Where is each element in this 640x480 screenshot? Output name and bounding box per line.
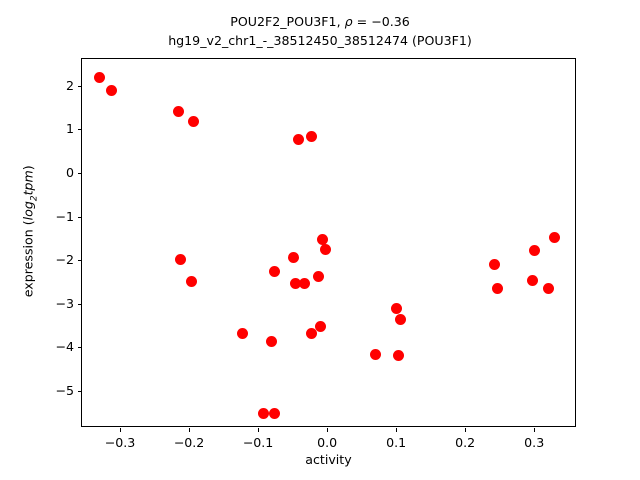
x-axis-tick [189, 428, 190, 432]
y-axis-tick [78, 85, 82, 87]
data-point [292, 133, 304, 145]
y-axis-tick [78, 303, 82, 305]
x-axis-tick-label: 0.2 [455, 435, 476, 450]
data-point [549, 232, 561, 244]
y-axis-tick [78, 129, 82, 131]
chart-title-line-1: POU2F2_POU3F1, ρ = −0.36 [230, 14, 410, 29]
data-point [369, 348, 381, 360]
data-point [186, 275, 198, 287]
data-point [269, 265, 281, 277]
y-axis-tick-label: 2 [65, 77, 74, 93]
data-point [315, 321, 327, 333]
data-point [289, 278, 301, 290]
y-axis-tick-label: −3 [55, 295, 74, 311]
y-axis-tick [78, 347, 82, 349]
x-axis-tick-label: −0.3 [104, 435, 136, 450]
chart-title: POU2F2_POU3F1, ρ = −0.36 hg19_v2_chr1_-_… [0, 12, 640, 50]
data-point [527, 274, 539, 286]
y-axis-tick-label: −5 [55, 382, 74, 398]
y-axis-tick-label: −4 [55, 339, 74, 355]
data-point [394, 313, 406, 325]
data-point [492, 283, 504, 295]
data-point [393, 350, 405, 362]
y-axis-tick [78, 216, 82, 218]
x-axis-tick [327, 428, 329, 432]
rho-symbol: ρ [344, 14, 353, 29]
data-point [287, 251, 299, 263]
y-axis-tick-label: 1 [65, 121, 74, 137]
data-point [320, 244, 332, 256]
y-axis-label: expression (log2tpm) [20, 165, 40, 298]
chart-title-line-2: hg19_v2_chr1_-_38512450_38512474 (POU3F1… [168, 33, 472, 48]
data-point [528, 245, 540, 257]
plot-data-area [82, 59, 575, 426]
x-axis-tick-label: −0.1 [242, 435, 274, 450]
x-axis-tick [258, 428, 260, 432]
data-point [542, 282, 554, 294]
x-axis-tick-label: 0.1 [386, 435, 407, 450]
data-point [237, 328, 249, 340]
plot-axes: −0.3 −0.2 −0.1 0.0 0.1 0.2 0.3 2 1 0 −1 −2 −3 −4 −5 [55, 58, 576, 450]
data-point [316, 234, 328, 246]
y-axis-label-math: log2tpm [20, 170, 40, 221]
data-point [266, 335, 278, 347]
data-point [312, 271, 324, 283]
data-point [93, 71, 105, 83]
data-point [306, 328, 318, 340]
data-point [188, 116, 200, 128]
x-axis-tick-label: 0.3 [524, 435, 545, 450]
data-point [106, 84, 118, 96]
x-axis-tick [396, 428, 398, 432]
x-axis-tick [119, 428, 121, 432]
x-axis-tick-label: 0.0 [317, 435, 338, 450]
x-axis-tick [534, 428, 536, 432]
data-point [298, 278, 310, 290]
y-axis-tick [78, 390, 82, 392]
y-axis-tick [78, 260, 82, 262]
y-axis-tick [78, 173, 82, 174]
y-axis-tick-label: −2 [55, 252, 74, 268]
data-point [391, 303, 403, 315]
y-axis-tick-label: −1 [55, 208, 74, 224]
data-point [489, 259, 501, 271]
x-axis-tick [465, 428, 467, 432]
data-point [174, 254, 186, 266]
x-axis-tick-label: −0.2 [173, 435, 205, 450]
y-axis-tick-label: 0 [65, 165, 74, 180]
data-point [258, 408, 270, 420]
data-point [269, 408, 281, 420]
data-point [173, 106, 185, 118]
x-axis-label: activity [305, 452, 352, 467]
data-point [305, 130, 317, 142]
